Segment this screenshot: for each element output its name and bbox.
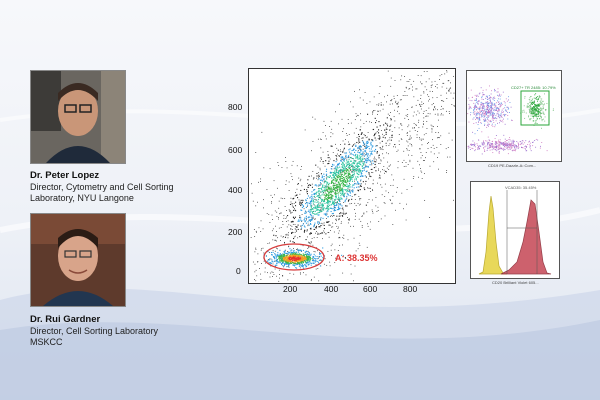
speaker-1-name: Dr. Peter Lopez	[30, 170, 100, 181]
gate-label: A: 38.35%	[335, 253, 378, 263]
y-tick-600: 600	[228, 145, 243, 155]
histogram-yellow	[478, 195, 508, 275]
x-tick-800: 800	[403, 284, 418, 294]
inset-bottom-gate-label: VCAD35: 35.45%	[505, 185, 537, 190]
inset-gate-box	[520, 90, 550, 126]
speaker-2-affiliation: MSKCC	[30, 337, 63, 347]
x-tick-400: 400	[324, 284, 339, 294]
speaker-1-affiliation: Laboratory, NYU Langone	[30, 193, 134, 203]
inset-bottom-x-label: CD20 Brilliant Violet 605...	[492, 280, 539, 285]
main-scatter-plot: A: 38.35%	[248, 68, 456, 284]
y-tick-200: 200	[228, 227, 243, 237]
speaker-1-role: Director, Cytometry and Cell Sorting	[30, 182, 174, 192]
histogram-red	[500, 199, 552, 275]
speaker-1-portrait	[30, 70, 126, 164]
y-tick-800: 800	[228, 102, 243, 112]
inset-top-x-label: CD19 PE-Dazzle-A::Com...	[488, 163, 537, 168]
inset-top-gate-label: CD27+ TR 2485: 10.79%	[511, 85, 556, 90]
speaker-2-role: Director, Cell Sorting Laboratory	[30, 326, 159, 336]
x-tick-600: 600	[363, 284, 378, 294]
x-tick-200: 200	[283, 284, 298, 294]
y-tick-400: 400	[228, 185, 243, 195]
inset-histogram: VCAD35: 35.45%	[470, 181, 560, 279]
inset-density-plot: CD27+ TR 2485: 10.79%	[447, 70, 562, 162]
gate-ellipse	[263, 243, 325, 271]
y-tick-0: 0	[236, 266, 241, 276]
speaker-2-name: Dr. Rui Gardner	[30, 314, 101, 325]
speaker-2-portrait	[30, 213, 126, 307]
